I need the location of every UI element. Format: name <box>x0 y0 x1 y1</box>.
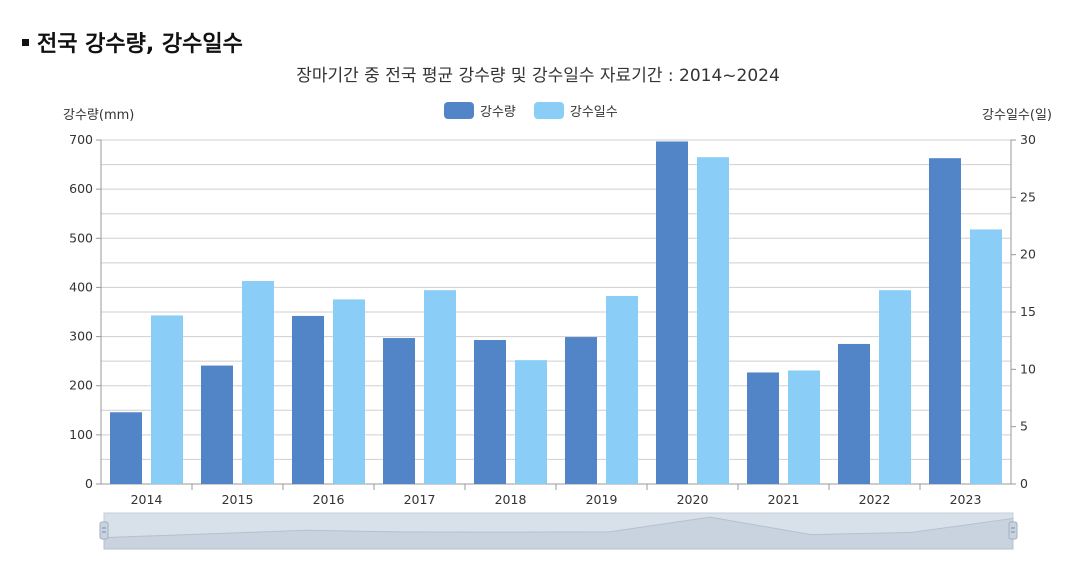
bar-precip-2017[interactable] <box>383 338 415 484</box>
x-tick-label: 2020 <box>677 492 709 507</box>
y-right-tick-label: 0 <box>1020 476 1028 491</box>
section-title-text: 전국 강수량, 강수일수 <box>37 32 243 57</box>
x-tick-label: 2014 <box>131 492 163 507</box>
x-tick-label: 2015 <box>222 492 254 507</box>
bar-days-2016[interactable] <box>333 299 365 484</box>
x-tick-label: 2019 <box>586 492 618 507</box>
bar-days-2015[interactable] <box>242 281 274 484</box>
y-left-tick-label: 100 <box>69 427 93 442</box>
y-left-tick-label: 400 <box>69 279 93 294</box>
y-left-tick-label: 700 <box>69 132 93 147</box>
bar-precip-2019[interactable] <box>565 337 597 484</box>
y-axis-right-title: 강수일수(일) <box>982 108 1052 123</box>
y-right-tick-label: 10 <box>1020 361 1036 376</box>
zoom-handle-left[interactable] <box>99 521 109 540</box>
bar-days-2023[interactable] <box>970 229 1002 484</box>
y-left-tick-label: 300 <box>69 329 93 344</box>
bar-precip-2023[interactable] <box>929 158 961 484</box>
bar-precip-2020[interactable] <box>656 141 688 484</box>
bar-precip-2016[interactable] <box>292 315 324 484</box>
bar-precip-2021[interactable] <box>747 372 779 484</box>
y-right-tick-label: 20 <box>1020 247 1036 262</box>
y-right-tick-label: 30 <box>1020 132 1036 147</box>
chart-legend: 강수량 강수일수 <box>444 101 618 120</box>
legend-label-days: 강수일수 <box>569 105 618 120</box>
x-tick-label: 2017 <box>404 492 436 507</box>
y-left-tick-label: 200 <box>69 378 93 393</box>
bar-days-2021[interactable] <box>788 370 820 484</box>
bar-precip-2014[interactable] <box>110 412 142 484</box>
y-axis-left-title: 강수량(mm) <box>63 108 135 123</box>
y-left-tick-label: 600 <box>69 181 93 196</box>
section-title: 전국 강수량, 강수일수 <box>22 26 243 58</box>
bar-days-2017[interactable] <box>424 290 456 484</box>
legend-swatch-precip <box>444 102 474 119</box>
bar-days-2018[interactable] <box>515 360 547 484</box>
bar-days-2020[interactable] <box>697 157 729 484</box>
zoom-handle-right[interactable] <box>1008 521 1018 540</box>
x-tick-label: 2018 <box>495 492 527 507</box>
zoom-slider-preview-area <box>103 516 1014 550</box>
legend-swatch-days <box>533 102 564 119</box>
bar-precip-2018[interactable] <box>474 340 506 484</box>
x-tick-label: 2023 <box>950 492 982 507</box>
legend-label-precip: 강수량 <box>480 105 516 120</box>
y-left-tick-label: 0 <box>85 476 93 491</box>
legend-item-precip[interactable]: 강수량 <box>444 101 516 120</box>
y-right-tick-label: 25 <box>1020 189 1036 204</box>
y-left-tick-label: 500 <box>69 230 93 245</box>
y-right-tick-label: 15 <box>1020 304 1036 319</box>
bar-days-2022[interactable] <box>879 290 911 484</box>
x-tick-label: 2016 <box>313 492 345 507</box>
bar-days-2019[interactable] <box>606 295 638 484</box>
x-tick-label: 2021 <box>768 492 800 507</box>
chart-subtitle: 장마기간 중 전국 평균 강수량 및 강수일수 자료기간 : 2014~2024 <box>296 66 780 86</box>
bar-precip-2015[interactable] <box>201 365 233 484</box>
y-right-tick-label: 5 <box>1020 419 1028 434</box>
legend-item-days[interactable]: 강수일수 <box>533 101 618 120</box>
x-tick-label: 2022 <box>859 492 891 507</box>
title-bullet-icon <box>22 38 29 46</box>
bar-precip-2022[interactable] <box>838 343 870 484</box>
bar-days-2014[interactable] <box>151 315 183 484</box>
